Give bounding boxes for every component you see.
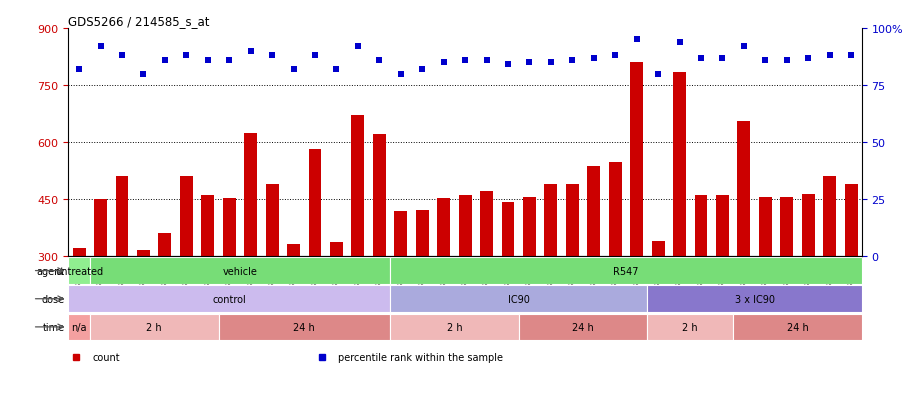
Bar — [73, 249, 86, 256]
Bar — [94, 199, 107, 256]
Bar — [715, 195, 728, 256]
Bar — [394, 211, 407, 256]
Bar — [390, 314, 518, 340]
Bar — [436, 199, 450, 256]
Bar — [694, 195, 707, 256]
Bar — [844, 184, 856, 256]
Text: 2 h: 2 h — [446, 322, 462, 332]
Bar — [458, 195, 471, 256]
Bar — [823, 176, 835, 256]
Text: 24 h: 24 h — [293, 322, 315, 332]
Text: untreated: untreated — [55, 266, 103, 276]
Text: 3 x IC90: 3 x IC90 — [734, 294, 773, 304]
Bar — [244, 134, 257, 256]
Bar — [116, 176, 128, 256]
Bar — [287, 244, 300, 256]
Text: 24 h: 24 h — [786, 322, 807, 332]
Bar — [308, 150, 321, 256]
Text: IC90: IC90 — [507, 294, 529, 304]
Bar — [737, 122, 750, 256]
Text: dose: dose — [41, 294, 65, 304]
Bar — [801, 195, 814, 256]
Text: agent: agent — [36, 266, 65, 276]
Bar — [390, 258, 861, 284]
Bar — [501, 202, 514, 256]
Bar — [390, 286, 647, 312]
Bar — [68, 258, 90, 284]
Bar — [219, 314, 390, 340]
Text: time: time — [42, 322, 65, 332]
Bar — [651, 241, 664, 256]
Bar — [587, 167, 599, 256]
Bar — [780, 197, 793, 256]
Bar — [415, 211, 428, 256]
Bar — [566, 184, 578, 256]
Bar — [647, 314, 732, 340]
Bar — [90, 314, 219, 340]
Bar — [647, 286, 861, 312]
Bar — [351, 116, 363, 256]
Bar — [201, 195, 214, 256]
Bar — [732, 314, 861, 340]
Text: count: count — [92, 352, 119, 363]
Text: 24 h: 24 h — [571, 322, 593, 332]
Bar — [222, 199, 235, 256]
Bar — [758, 197, 771, 256]
Bar — [479, 192, 493, 256]
Bar — [373, 135, 385, 256]
Bar — [265, 184, 278, 256]
Text: 2 h: 2 h — [681, 322, 697, 332]
Bar — [518, 314, 647, 340]
Bar — [522, 197, 536, 256]
Bar — [609, 162, 621, 256]
Text: GDS5266 / 214585_s_at: GDS5266 / 214585_s_at — [68, 15, 210, 28]
Text: vehicle: vehicle — [222, 266, 257, 276]
Bar — [90, 258, 390, 284]
Bar — [544, 184, 557, 256]
Text: 2 h: 2 h — [146, 322, 162, 332]
Text: percentile rank within the sample: percentile rank within the sample — [338, 352, 503, 363]
Bar — [672, 72, 685, 256]
Bar — [68, 286, 390, 312]
Text: control: control — [212, 294, 246, 304]
Bar — [68, 314, 90, 340]
Bar — [159, 233, 171, 256]
Text: n/a: n/a — [71, 322, 87, 332]
Text: R547: R547 — [612, 266, 638, 276]
Bar — [630, 63, 642, 256]
Bar — [179, 176, 192, 256]
Bar — [330, 243, 343, 256]
Bar — [137, 250, 149, 256]
